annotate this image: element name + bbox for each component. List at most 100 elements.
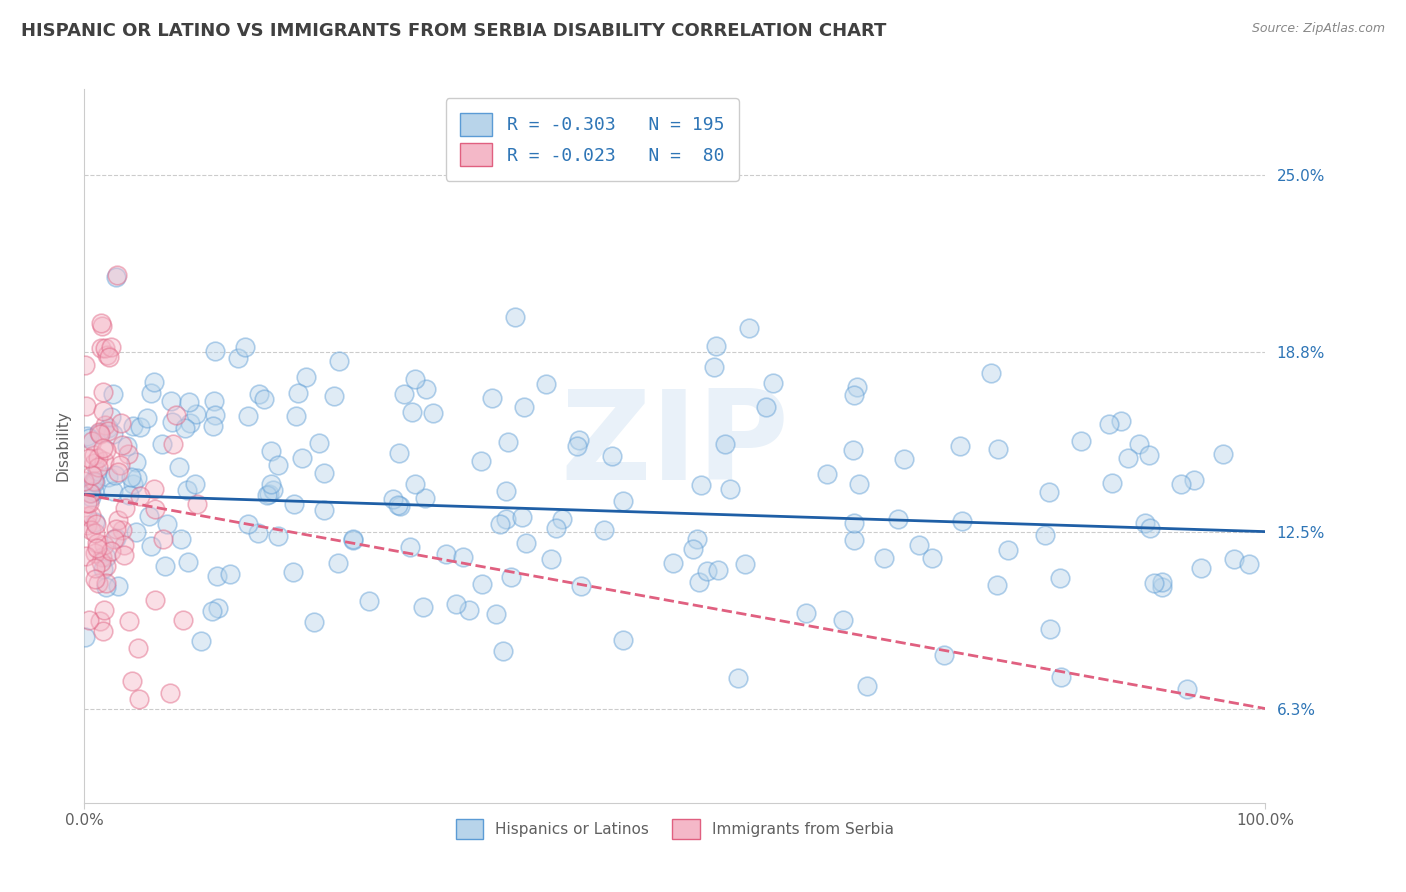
Point — [87, 450, 110, 465]
Point — [1189, 561, 1212, 575]
Point — [266, 529, 288, 543]
Point — [79, 431, 101, 445]
Point — [218, 566, 240, 581]
Point — [87, 425, 110, 440]
Point — [127, 471, 149, 485]
Point — [112, 548, 135, 562]
Point — [202, 419, 225, 434]
Point — [153, 559, 176, 574]
Point — [404, 477, 426, 491]
Point — [1212, 447, 1234, 461]
Point — [90, 555, 112, 569]
Point — [83, 448, 105, 462]
Point — [515, 536, 537, 550]
Point — [91, 385, 114, 400]
Point — [205, 568, 228, 582]
Point — [87, 425, 110, 439]
Point — [510, 510, 533, 524]
Point — [90, 316, 112, 330]
Point — [114, 500, 136, 515]
Point — [129, 419, 152, 434]
Point — [76, 509, 98, 524]
Point — [100, 544, 122, 558]
Y-axis label: Disability: Disability — [55, 410, 70, 482]
Point — [308, 435, 330, 450]
Point — [342, 533, 364, 548]
Point — [495, 512, 517, 526]
Point — [513, 400, 536, 414]
Point — [84, 525, 107, 540]
Point — [842, 388, 865, 402]
Point — [77, 496, 100, 510]
Point — [1137, 448, 1160, 462]
Point — [172, 613, 194, 627]
Point — [87, 576, 110, 591]
Point — [75, 358, 97, 372]
Point — [388, 446, 411, 460]
Point — [540, 552, 562, 566]
Point — [170, 532, 193, 546]
Point — [141, 539, 163, 553]
Point — [91, 624, 114, 639]
Point — [226, 351, 249, 366]
Point — [457, 603, 479, 617]
Point — [97, 420, 120, 434]
Point — [921, 551, 943, 566]
Point — [1098, 417, 1121, 432]
Point — [115, 438, 138, 452]
Point — [259, 487, 281, 501]
Point — [815, 467, 838, 481]
Point — [173, 420, 195, 434]
Point — [412, 600, 434, 615]
Point — [76, 429, 98, 443]
Point — [381, 491, 404, 506]
Point — [104, 467, 127, 482]
Point — [93, 603, 115, 617]
Point — [87, 460, 110, 475]
Legend: Hispanics or Latinos, Immigrants from Serbia: Hispanics or Latinos, Immigrants from Se… — [450, 814, 900, 845]
Point — [159, 686, 181, 700]
Point — [422, 406, 444, 420]
Point — [444, 597, 467, 611]
Point — [1184, 473, 1206, 487]
Point — [612, 494, 634, 508]
Point — [233, 340, 256, 354]
Point — [103, 484, 125, 499]
Point — [73, 475, 96, 489]
Point — [91, 549, 114, 564]
Point — [86, 541, 108, 556]
Point — [89, 614, 111, 628]
Point — [84, 546, 107, 560]
Point — [101, 387, 124, 401]
Point — [125, 455, 148, 469]
Point — [718, 483, 741, 497]
Point — [143, 482, 166, 496]
Point — [886, 512, 908, 526]
Point — [105, 268, 128, 282]
Point — [89, 426, 111, 441]
Point — [846, 380, 869, 394]
Point — [150, 436, 173, 450]
Point — [1175, 681, 1198, 696]
Point — [499, 570, 522, 584]
Point — [94, 549, 117, 564]
Point — [80, 523, 103, 537]
Point — [94, 417, 117, 432]
Point — [104, 522, 127, 536]
Point — [950, 514, 973, 528]
Point — [569, 579, 592, 593]
Point — [96, 558, 118, 573]
Point — [389, 499, 412, 513]
Point — [207, 601, 229, 615]
Point — [1038, 485, 1060, 500]
Point — [200, 604, 222, 618]
Point — [1143, 575, 1166, 590]
Point — [179, 394, 201, 409]
Point — [91, 404, 114, 418]
Point — [91, 319, 114, 334]
Point — [103, 532, 125, 546]
Point — [247, 387, 270, 401]
Point — [125, 525, 148, 540]
Point — [236, 409, 259, 423]
Point — [120, 470, 142, 484]
